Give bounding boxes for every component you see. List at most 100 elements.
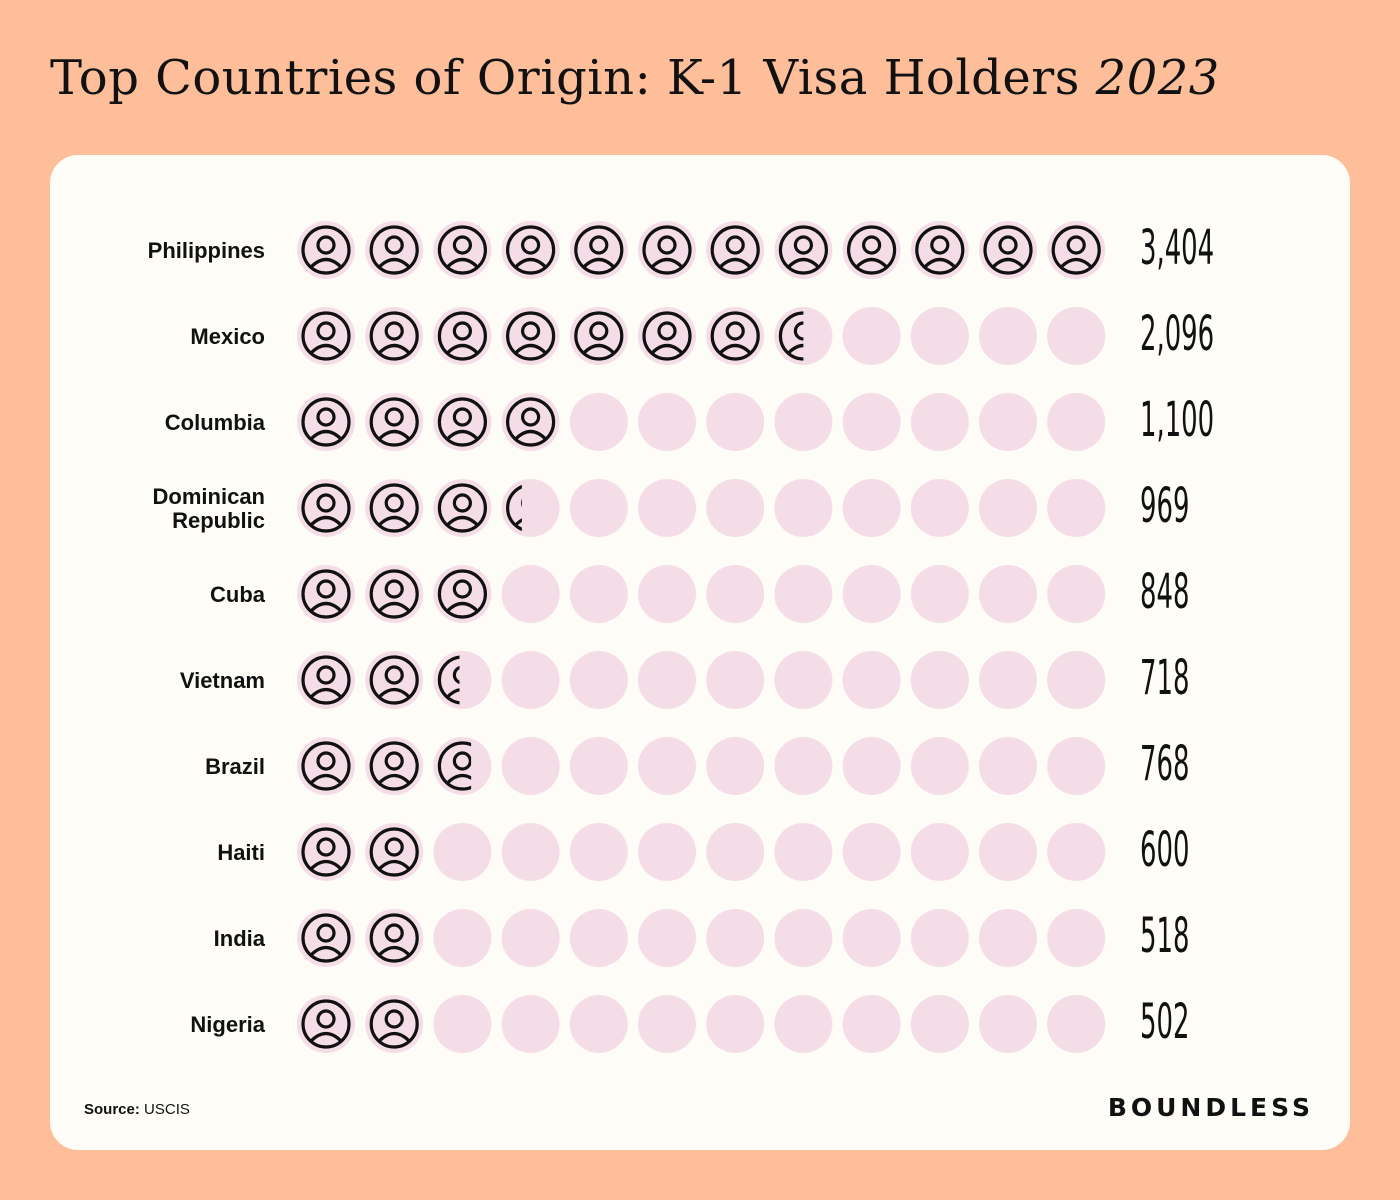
row-india: India 518 — [214, 908, 1189, 967]
row-columbia: Columbia 1,100 — [165, 392, 1214, 451]
person-icon — [297, 565, 355, 623]
person-icon — [842, 651, 901, 709]
person-icon — [297, 995, 355, 1053]
value-label: 848 — [1140, 564, 1189, 620]
person-icon — [979, 651, 1037, 709]
row-dominican-republic: Dominican Republic 969 — [153, 478, 1189, 537]
person-icon — [774, 221, 833, 279]
person-icon — [638, 565, 696, 623]
person-icon — [910, 393, 969, 451]
person-icon — [569, 737, 628, 795]
person-icon — [706, 651, 765, 709]
person-icon — [365, 651, 424, 709]
value-label: 502 — [1140, 994, 1189, 1050]
person-icon — [1047, 909, 1106, 967]
person-icon — [569, 823, 628, 881]
person-icon — [501, 565, 560, 623]
person-icon — [842, 479, 901, 537]
person-icon — [501, 995, 560, 1053]
person-icon — [1047, 651, 1106, 709]
person-icon — [569, 909, 628, 967]
person-icon — [297, 393, 355, 451]
person-icon — [910, 565, 969, 623]
person-icon — [774, 565, 833, 623]
person-icon — [842, 393, 901, 451]
person-icon — [910, 995, 969, 1053]
source-note: Source: USCIS — [84, 1101, 190, 1118]
person-icon — [979, 823, 1037, 881]
row-mexico: Mexico 2,096 — [190, 306, 1214, 365]
person-icon — [842, 565, 901, 623]
person-icon — [569, 221, 628, 279]
person-icon — [501, 479, 560, 537]
country-label: Brazil — [205, 754, 265, 779]
person-icon — [1047, 393, 1106, 451]
person-icon — [1047, 737, 1106, 795]
person-icon — [706, 565, 765, 623]
person-icon — [1047, 995, 1106, 1053]
country-label: Vietnam — [180, 668, 265, 693]
person-icon — [501, 221, 560, 279]
person-icon — [433, 565, 492, 623]
person-icon — [297, 909, 355, 967]
person-icon — [842, 737, 901, 795]
person-icon — [979, 479, 1037, 537]
person-icon — [979, 393, 1037, 451]
person-icon — [365, 737, 424, 795]
person-icon — [501, 737, 560, 795]
source-value: USCIS — [144, 1101, 190, 1118]
row-brazil: Brazil 768 — [205, 736, 1189, 795]
person-icon — [706, 737, 765, 795]
page-title: Top Countries of Origin: K-1 Visa Holder… — [50, 50, 1220, 106]
person-icon — [1047, 565, 1106, 623]
person-icon — [774, 823, 833, 881]
person-icon — [842, 221, 901, 279]
person-icon — [842, 823, 901, 881]
person-icon — [365, 479, 424, 537]
person-icon — [433, 307, 492, 365]
country-label: Philippines — [148, 238, 265, 263]
person-icon — [569, 479, 628, 537]
person-icon — [910, 823, 969, 881]
country-label: Cuba — [210, 582, 266, 607]
person-icon — [638, 221, 696, 279]
value-label: 768 — [1140, 736, 1189, 792]
person-icon — [569, 307, 628, 365]
brand-logo: BOUNDLESS — [1107, 1093, 1314, 1122]
person-icon — [979, 909, 1037, 967]
person-icon — [433, 909, 492, 967]
person-icon — [365, 909, 424, 967]
person-icon — [569, 565, 628, 623]
person-icon — [842, 995, 901, 1053]
person-icon — [569, 995, 628, 1053]
title-year: 2023 — [1095, 50, 1220, 106]
country-label: India — [214, 926, 266, 951]
country-label: Mexico — [190, 324, 265, 349]
person-icon — [297, 221, 355, 279]
person-icon — [774, 479, 833, 537]
person-icon — [297, 479, 355, 537]
value-label: 2,096 — [1140, 306, 1214, 362]
person-icon — [638, 651, 696, 709]
person-icon — [1047, 221, 1106, 279]
person-icon — [842, 307, 901, 365]
value-label: 969 — [1140, 478, 1189, 534]
person-icon — [433, 393, 492, 451]
person-icon — [501, 823, 560, 881]
country-label: Haiti — [217, 840, 265, 865]
person-icon — [979, 737, 1037, 795]
person-icon — [638, 737, 696, 795]
person-icon — [979, 995, 1037, 1053]
person-icon — [365, 823, 424, 881]
person-icon — [433, 737, 492, 795]
person-icon — [910, 479, 969, 537]
title-text: Top Countries of Origin: K-1 Visa Holder… — [50, 50, 1080, 106]
person-icon — [774, 909, 833, 967]
person-icon — [638, 479, 696, 537]
person-icon — [569, 393, 628, 451]
person-icon — [365, 307, 424, 365]
person-icon — [774, 651, 833, 709]
person-icon — [774, 737, 833, 795]
person-icon — [501, 307, 560, 365]
person-icon — [979, 307, 1037, 365]
